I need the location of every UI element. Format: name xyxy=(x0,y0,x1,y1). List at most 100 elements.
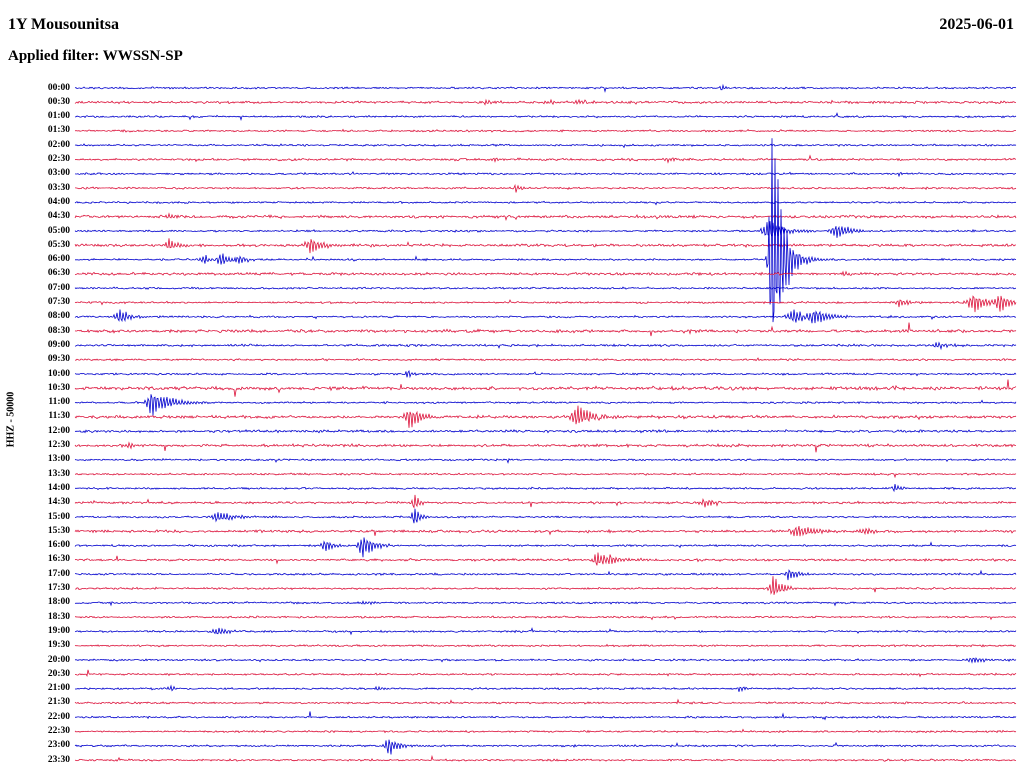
trace-row-0800 xyxy=(74,309,1017,324)
station-title: 1Y Mousounitsa xyxy=(8,16,119,33)
trace-row-1400 xyxy=(75,484,1017,493)
time-label: 09:00 xyxy=(47,339,70,350)
time-label: 23:00 xyxy=(47,740,70,751)
trace-row-2200 xyxy=(74,711,1017,721)
time-label: 21:30 xyxy=(47,697,70,708)
trace-row-1500 xyxy=(74,508,1017,524)
trace-row-2100 xyxy=(74,684,1017,693)
trace-row-0530 xyxy=(74,238,1016,254)
time-axis: 00:00 00:30 01:00 01:30 02:00 02:30 03:00 03:30… xyxy=(0,0,75,780)
trace-row-0330 xyxy=(75,183,1017,193)
trace-row-2230 xyxy=(74,728,1017,734)
time-label: 10:00 xyxy=(47,368,70,379)
trace-row-1530 xyxy=(74,526,1017,537)
time-label: 15:30 xyxy=(47,525,70,536)
trace-row-1930 xyxy=(74,643,1016,648)
time-label: 08:30 xyxy=(47,325,70,336)
trace-row-2300 xyxy=(74,739,1017,755)
trace-row-1730 xyxy=(74,576,1017,595)
trace-row-0430 xyxy=(74,212,1017,221)
trace-row-1900 xyxy=(74,627,1017,636)
trace-row-0600 xyxy=(75,138,1017,323)
time-label: 23:30 xyxy=(47,754,70,765)
time-label: 03:00 xyxy=(47,168,70,179)
time-label: 05:30 xyxy=(47,239,70,250)
time-label: 11:00 xyxy=(48,397,70,408)
trace-row-1100 xyxy=(74,394,1017,416)
time-label: 09:30 xyxy=(47,354,70,365)
time-label: 01:30 xyxy=(47,125,70,136)
trace-row-1630 xyxy=(74,552,1017,566)
time-label: 02:00 xyxy=(47,139,70,150)
time-label: 17:30 xyxy=(47,583,70,593)
time-label: 05:00 xyxy=(47,225,70,236)
trace-row-0700 xyxy=(74,286,1017,290)
filter-label: Applied filter: WWSSN-SP xyxy=(8,48,183,64)
date-label: 2025-06-01 xyxy=(939,16,1014,33)
trace-row-2130 xyxy=(74,698,1017,705)
trace-row-0030 xyxy=(74,98,1017,106)
time-label: 15:00 xyxy=(47,511,70,522)
time-label: 13:30 xyxy=(47,468,70,479)
trace-row-0130 xyxy=(74,128,1017,133)
time-label: 14:00 xyxy=(47,482,70,493)
trace-row-1430 xyxy=(74,494,1017,509)
trace-row-0500 xyxy=(74,221,1016,238)
trace-row-1330 xyxy=(75,472,1017,479)
time-label: 22:30 xyxy=(47,726,70,736)
time-label: 04:00 xyxy=(47,196,70,207)
trace-row-1700 xyxy=(74,569,1017,581)
trace-row-0100 xyxy=(74,112,1017,121)
time-label: 08:00 xyxy=(47,311,70,322)
trace-row-0000 xyxy=(74,83,1017,93)
trace-row-2000 xyxy=(74,657,1017,664)
time-label: 10:30 xyxy=(47,382,70,393)
time-label: 20:30 xyxy=(47,668,70,679)
trace-row-0930 xyxy=(74,357,1017,362)
trace-row-0900 xyxy=(74,341,1017,351)
time-label: 19:30 xyxy=(47,640,70,651)
time-label: 18:00 xyxy=(47,597,70,608)
time-label: 21:00 xyxy=(47,683,70,694)
trace-row-1130 xyxy=(74,405,1017,428)
time-label: 04:30 xyxy=(47,211,70,222)
trace-row-1200 xyxy=(74,428,1017,434)
trace-row-0300 xyxy=(74,171,1017,178)
trace-row-0630 xyxy=(74,270,1017,277)
trace-row-0200 xyxy=(74,143,1017,149)
trace-row-0730 xyxy=(74,295,1017,313)
time-label: 16:00 xyxy=(47,540,70,551)
time-label: 06:00 xyxy=(47,254,70,265)
time-label: 13:00 xyxy=(47,454,70,465)
time-label: 01:00 xyxy=(47,111,70,122)
time-label: 12:30 xyxy=(47,440,70,450)
trace-row-1800 xyxy=(74,600,1017,607)
trace-row-0830 xyxy=(74,322,1017,337)
trace-row-1600 xyxy=(74,537,1017,558)
trace-row-1300 xyxy=(74,457,1017,464)
time-label: 20:00 xyxy=(47,654,70,665)
time-label: 19:00 xyxy=(47,625,70,636)
trace-row-0400 xyxy=(74,200,1017,206)
time-label: 14:30 xyxy=(47,497,70,508)
time-label: 11:30 xyxy=(48,411,70,422)
time-label: 03:30 xyxy=(47,182,70,193)
time-label: 07:30 xyxy=(47,297,70,307)
time-label: 22:00 xyxy=(47,711,70,722)
time-label: 18:30 xyxy=(47,611,70,622)
trace-row-1830 xyxy=(74,615,1017,621)
trace-row-1230 xyxy=(74,441,1017,453)
trace-row-2030 xyxy=(74,669,1017,678)
time-label: 07:00 xyxy=(47,282,70,293)
trace-row-0230 xyxy=(74,154,1017,164)
time-label: 17:00 xyxy=(47,568,70,579)
time-label: 06:30 xyxy=(47,268,70,279)
time-label: 16:30 xyxy=(47,554,70,565)
trace-row-1030 xyxy=(74,379,1017,397)
trace-row-1000 xyxy=(74,369,1017,379)
time-label: 00:30 xyxy=(47,96,70,107)
time-label: 02:30 xyxy=(47,154,70,164)
time-label: 12:00 xyxy=(47,425,70,436)
